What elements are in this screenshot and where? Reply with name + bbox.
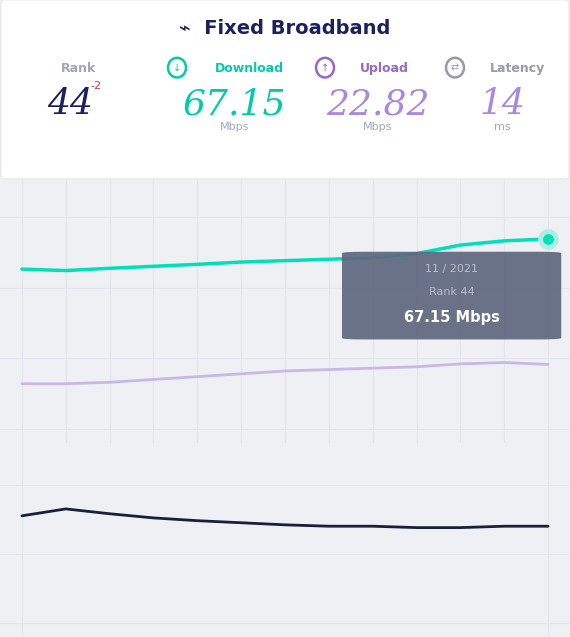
Text: Upload: Upload [360,62,409,75]
Point [544,234,553,244]
Text: ↓: ↓ [173,62,181,73]
Text: ⌁  Fixed Broadband: ⌁ Fixed Broadband [180,18,390,38]
Text: ⇄: ⇄ [451,62,459,73]
Text: 67.15: 67.15 [183,87,287,121]
Text: Rank 44: Rank 44 [429,287,474,297]
FancyBboxPatch shape [1,0,569,179]
FancyBboxPatch shape [342,252,561,340]
Text: 14: 14 [479,87,525,121]
Text: -2: -2 [91,81,101,90]
Text: 11 / 2021: 11 / 2021 [425,264,478,275]
Point [544,234,553,244]
Text: 44: 44 [47,87,93,121]
Text: ↑: ↑ [321,62,329,73]
Text: Latency: Latency [490,62,545,75]
Text: Mbps: Mbps [221,122,250,132]
Text: 67.15 Mbps: 67.15 Mbps [404,310,499,325]
Text: 22.82: 22.82 [326,87,430,121]
Text: Download: Download [215,62,284,75]
Text: Mbps: Mbps [363,122,393,132]
Text: Rank: Rank [60,62,96,75]
Text: ms: ms [494,122,510,132]
